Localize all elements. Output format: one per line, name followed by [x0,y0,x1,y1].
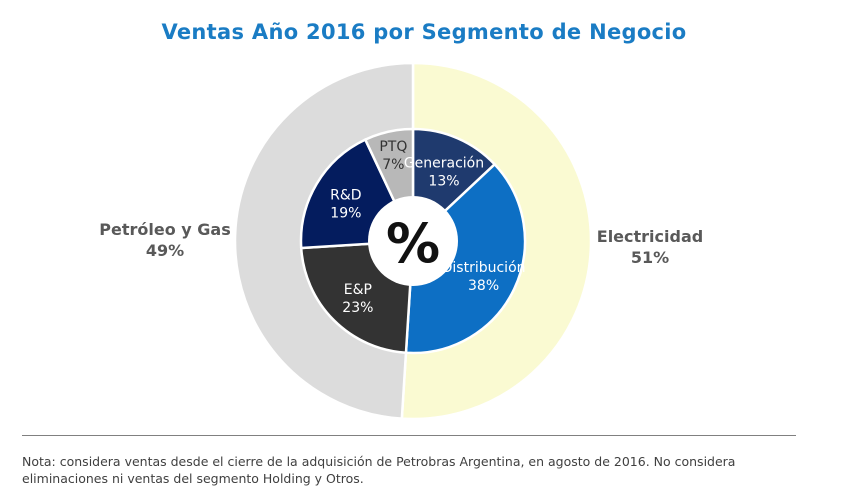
outer-label-petroleo-gas: Petróleo y Gas 49% [86,219,244,261]
inner-label-e-p: E&P [344,282,372,298]
donut-chart: % Generación 13% Distribución 38% E&P 23% R&D 1… [233,61,593,421]
outer-label-electricidad-value: 51% [630,248,670,267]
outer-label-petroleo-gas-name: Petróleo y Gas [99,220,231,239]
chart-title: Ventas Año 2016 por Segmento de Negocio [161,20,687,44]
inner-value-distribucion: 38% [468,278,499,294]
footnote: Nota: considera ventas desde el cierre d… [22,454,736,486]
inner-label-ptq: PTQ [379,139,407,155]
inner-value-generacion: 13% [428,173,459,189]
inner-label-distribucion: Distribución [442,260,526,276]
inner-label-generacion: Generación [404,155,484,171]
inner-slice-distribucion [404,162,527,355]
inner-value-ptq: 7% [382,157,404,173]
inner-value-r-d: 19% [330,205,361,221]
inner-label-r-d: R&D [330,187,361,203]
inner-labels: Generación 13% Distribución 38% E&P 23% R&D 19%… [330,139,525,316]
center-circle [368,196,458,286]
center-percent-label: % [386,212,440,275]
inner-value-e-p: 23% [342,300,373,316]
outer-label-petroleo-gas-value: 49% [145,241,185,260]
outer-label-electricidad: Electricidad 51% [586,226,714,268]
footnote-divider [22,435,796,436]
outer-label-electricidad-name: Electricidad [596,227,704,246]
